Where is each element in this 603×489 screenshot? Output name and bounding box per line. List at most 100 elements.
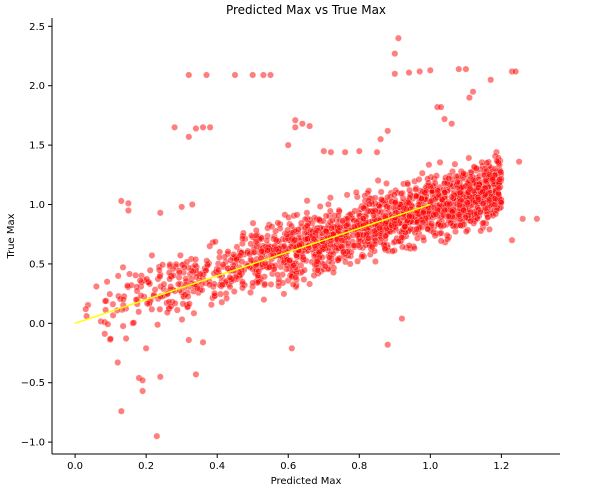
data-point <box>259 71 267 79</box>
data-point <box>418 169 426 177</box>
data-point <box>122 335 130 342</box>
data-point <box>389 247 396 255</box>
data-point <box>265 263 273 271</box>
data-point <box>401 222 409 230</box>
data-point <box>117 407 125 415</box>
data-point <box>143 300 151 307</box>
data-point <box>508 236 516 244</box>
data-point <box>400 204 408 212</box>
data-point <box>515 158 523 166</box>
data-point <box>395 237 402 245</box>
data-point <box>404 198 412 206</box>
data-point <box>322 228 330 235</box>
data-point <box>355 147 363 155</box>
data-point <box>406 213 413 221</box>
data-point <box>217 290 224 298</box>
data-points <box>82 34 541 440</box>
data-point <box>310 235 318 243</box>
data-point <box>497 199 505 207</box>
data-point <box>284 141 292 149</box>
data-point <box>114 359 122 366</box>
data-point <box>399 243 406 251</box>
data-point <box>359 215 367 222</box>
chart-title: Predicted Max vs True Max <box>226 3 386 17</box>
data-point <box>445 212 452 220</box>
data-point <box>328 217 336 224</box>
data-point <box>166 275 174 283</box>
data-point <box>312 229 319 237</box>
data-point <box>341 148 349 156</box>
data-point <box>203 71 210 79</box>
data-point <box>166 261 174 268</box>
data-point <box>384 127 392 135</box>
data-point <box>146 266 154 274</box>
data-point <box>377 238 384 246</box>
data-point <box>185 71 193 79</box>
data-point <box>391 220 399 228</box>
data-point <box>303 209 311 217</box>
data-point <box>291 116 299 124</box>
data-point <box>192 125 200 132</box>
data-point <box>143 275 151 283</box>
data-point <box>419 234 427 241</box>
data-point <box>190 309 198 317</box>
data-point <box>485 196 493 204</box>
data-point <box>216 254 223 261</box>
data-point <box>226 273 234 281</box>
data-point <box>303 197 311 205</box>
data-point <box>284 226 291 234</box>
data-point <box>261 273 268 281</box>
data-point <box>324 200 332 208</box>
data-point <box>344 220 352 228</box>
data-point <box>106 290 114 298</box>
data-point <box>391 50 399 57</box>
data-point <box>223 294 231 302</box>
data-point <box>453 178 461 186</box>
data-point <box>167 302 175 310</box>
data-point <box>101 297 109 305</box>
data-point <box>114 272 122 280</box>
data-point <box>101 330 109 338</box>
data-point <box>252 232 260 240</box>
data-point <box>394 34 402 42</box>
data-point <box>346 260 354 268</box>
y-tick-label: 0.5 <box>29 259 45 270</box>
data-point <box>184 293 192 300</box>
data-point <box>462 228 470 235</box>
y-tick-label: 1.0 <box>29 200 45 211</box>
data-point <box>432 210 440 218</box>
data-point <box>192 370 200 378</box>
data-point <box>437 229 445 237</box>
data-point <box>292 273 300 281</box>
data-point <box>172 260 180 268</box>
data-point <box>174 280 182 288</box>
data-point <box>230 288 238 295</box>
data-point <box>486 225 493 233</box>
data-point <box>306 280 313 288</box>
x-tick-label: 0.6 <box>280 461 296 472</box>
data-point <box>252 238 260 246</box>
data-point <box>255 267 263 275</box>
x-tick-label: 0.2 <box>138 461 154 472</box>
data-point <box>447 193 455 201</box>
data-point <box>428 220 436 227</box>
data-point <box>227 256 235 264</box>
data-point <box>365 234 372 242</box>
data-point <box>327 148 335 156</box>
x-tick-label: 1.2 <box>493 461 509 472</box>
data-point <box>156 273 164 280</box>
trend-line <box>74 203 431 325</box>
data-point <box>351 207 359 215</box>
data-point <box>316 203 324 210</box>
data-point <box>185 300 193 308</box>
data-point <box>436 158 444 166</box>
data-point <box>130 319 138 327</box>
data-point <box>280 290 288 298</box>
data-point <box>479 219 487 227</box>
x-axis-label: Predicted Max <box>271 476 342 487</box>
data-point <box>512 68 519 75</box>
data-point <box>441 206 449 214</box>
data-point <box>425 179 432 187</box>
x-tick-label: 0.4 <box>209 461 225 472</box>
data-point <box>160 280 168 288</box>
